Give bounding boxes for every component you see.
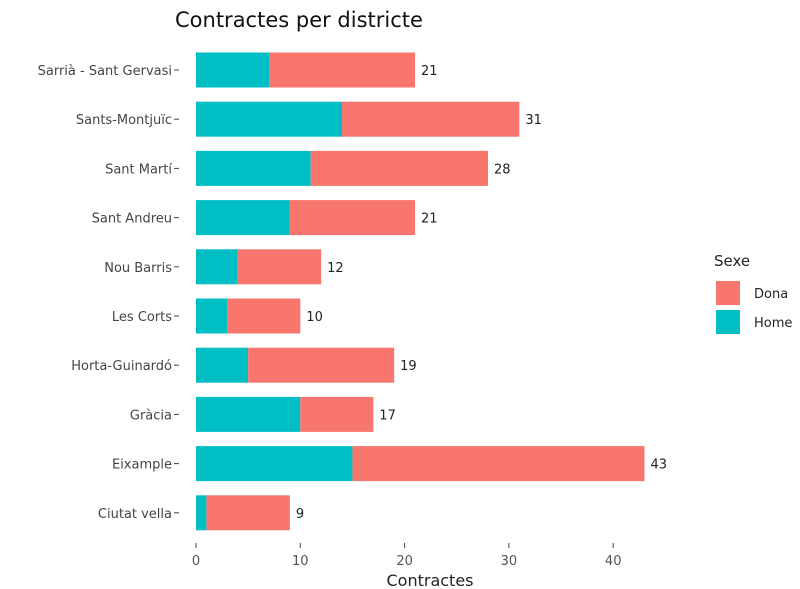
legend-label-home: Home <box>754 316 792 331</box>
legend-swatch-home <box>716 310 740 334</box>
bar-total-label: 28 <box>494 162 511 177</box>
bar-home-sarri-sant-gervasi <box>196 52 270 88</box>
bar-total-label: 21 <box>421 212 438 227</box>
bar-dona-sant-mart- <box>310 150 489 186</box>
y-tick-label: Sant Martí <box>105 162 172 177</box>
bar-dona-sant-andreu <box>289 200 416 236</box>
bar-home-horta-guinard- <box>196 347 249 383</box>
legend-swatch-dona <box>716 281 740 305</box>
bar-total-label: 9 <box>296 507 304 522</box>
bar-home-eixample <box>196 446 353 482</box>
bar-dona-eixample <box>352 446 645 482</box>
plot-area: Sarrià - Sant Gervasi 21 Sants-Montjuïc 31 S… <box>38 52 667 569</box>
y-tick-label: Sants-Montjuïc <box>76 113 172 128</box>
x-tick-label: 30 <box>501 554 518 569</box>
y-tick-label: Eixample <box>112 458 172 473</box>
bar-home-ciutat-vella <box>196 495 207 531</box>
y-tick-label: Horta-Guinardó <box>71 359 172 374</box>
bar-total-label: 43 <box>650 458 667 473</box>
bar-total-label: 12 <box>327 261 344 276</box>
y-tick-label: Gràcia <box>130 408 172 423</box>
bar-total-label: 31 <box>525 113 542 128</box>
y-tick-label: Sant Andreu <box>92 212 172 227</box>
bar-home-sant-andreu <box>196 200 290 236</box>
y-tick-label: Sarrià - Sant Gervasi <box>38 64 172 79</box>
x-axis-label: Contractes <box>386 571 473 589</box>
y-tick-label: Nou Barris <box>104 261 172 276</box>
x-tick-label: 40 <box>605 554 622 569</box>
bar-total-label: 10 <box>306 310 323 325</box>
y-tick-label: Les Corts <box>112 310 172 325</box>
bar-home-les-corts <box>196 298 228 334</box>
bar-dona-gr-cia <box>300 396 374 432</box>
bar-total-label: 21 <box>421 64 438 79</box>
bar-home-nou-barris <box>196 249 238 285</box>
bar-dona-sarri-sant-gervasi <box>269 52 416 88</box>
bar-total-label: 17 <box>379 408 396 423</box>
bar-home-gr-cia <box>196 396 301 432</box>
bar-dona-ciutat-vella <box>206 495 290 531</box>
x-tick-label: 0 <box>192 554 200 569</box>
legend-label-dona: Dona <box>754 287 788 302</box>
bar-dona-les-corts <box>227 298 301 334</box>
x-tick-label: 10 <box>292 554 309 569</box>
y-tick-label: Ciutat vella <box>98 507 172 522</box>
bar-total-label: 19 <box>400 359 417 374</box>
bar-dona-horta-guinard- <box>248 347 395 383</box>
x-tick-label: 20 <box>396 554 413 569</box>
bar-home-sants-montju-c <box>196 101 343 137</box>
chart-title: Contractes per districte <box>175 8 423 32</box>
bar-dona-nou-barris <box>237 249 322 285</box>
legend: Sexe Dona Home <box>714 252 792 334</box>
legend-title: Sexe <box>714 252 750 270</box>
bar-dona-sants-montju-c <box>342 101 520 137</box>
bar-home-sant-mart- <box>196 150 311 186</box>
